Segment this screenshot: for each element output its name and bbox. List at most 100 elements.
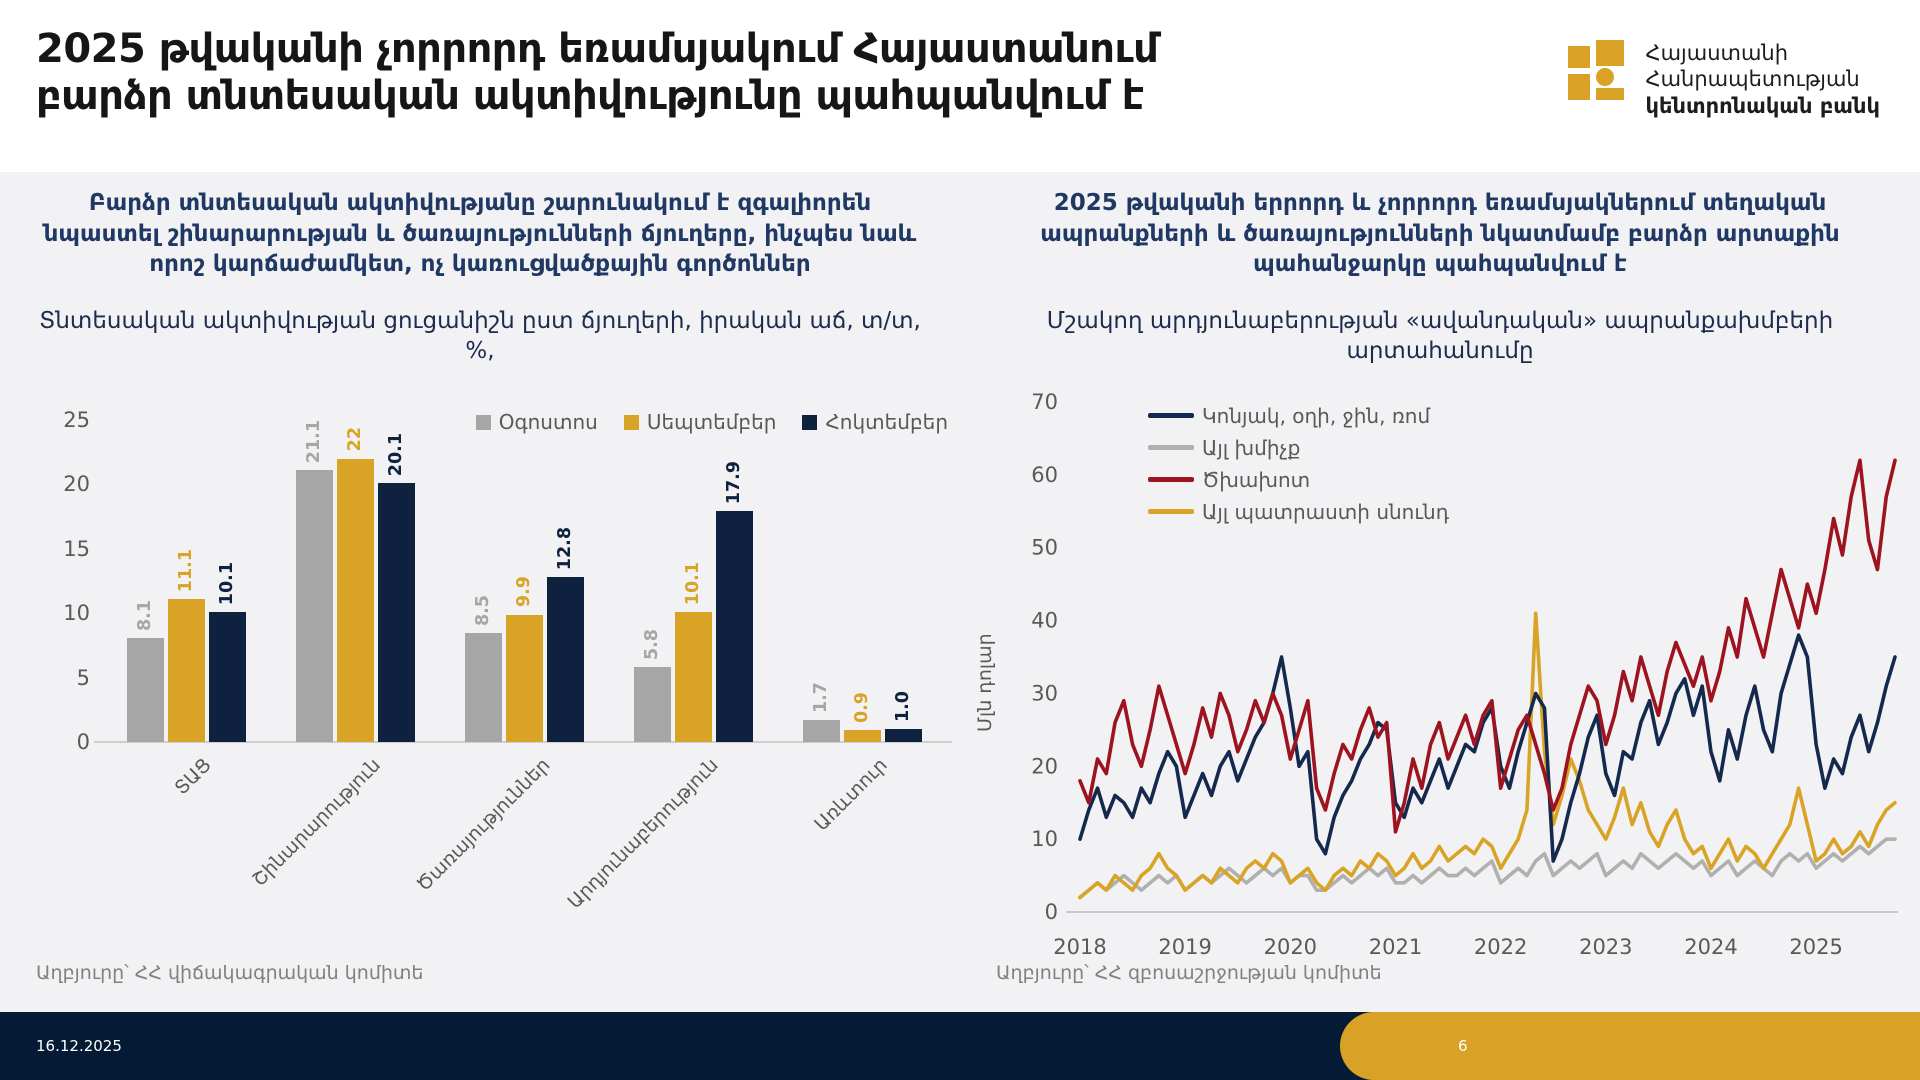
left-subtitle: Բարձր տնտեսական ակտիվությանը շարունակում…: [43, 190, 917, 278]
legend-item-prepared-food: Այլ պատրաստի սնունդ: [1148, 498, 1449, 525]
bar: [547, 577, 584, 742]
bar-chart-title: Տնտեսական ակտիվության ցուցանիշն ըստ ճյու…: [39, 308, 921, 364]
line-x-tick: 2018: [1053, 935, 1106, 959]
bar-value-label: 10.1: [217, 561, 237, 605]
left-panel: Բարձր տնտեսական ակտիվությանը շարունակում…: [0, 172, 960, 1012]
line-series-2: [1078, 458, 1897, 834]
bar-category-label: Շինարարություն: [248, 754, 386, 891]
bar: [296, 470, 333, 742]
page-title: 2025 թվականի չորրորդ եռամսյակում Հայաստա…: [36, 26, 1159, 120]
bar: [337, 458, 374, 742]
legend-swatch-prepared-food: [1148, 509, 1194, 514]
bar-value-label: 11.1: [176, 548, 196, 593]
bar-y-tick: 15: [63, 536, 90, 561]
footer: 16.12.2025 6: [0, 1012, 1920, 1080]
bar-category-label: ՏԱՑ: [170, 754, 217, 800]
line-chart: 0 10 20 30 40 50 60 70 2018 2019 2020 2021 2022 2023 2…: [1031, 390, 1898, 959]
bar: [127, 637, 164, 742]
legend-label-prepared-food: Այլ պատրաստի սնունդ: [1202, 499, 1449, 524]
bar: [716, 511, 753, 742]
legend-label-september: Սեպտեմբեր: [646, 410, 777, 434]
line-y-tick: 40: [1031, 609, 1058, 633]
footer-date: 16.12.2025: [36, 1037, 122, 1055]
legend-item-september: Սեպտեմբեր: [623, 410, 777, 434]
legend-swatch-cognac: [1148, 413, 1194, 418]
bar: [634, 667, 671, 742]
bar: [378, 483, 415, 742]
bar-y-tick: 0: [76, 730, 90, 754]
bar-value-label: 22: [345, 427, 365, 452]
logo-line2: Հանրապետության: [1645, 67, 1860, 92]
legend-label-august: Օգոստոս: [498, 410, 598, 434]
page-title-line1: 2025 թվականի չորրորդ եռամսյակում Հայաստա…: [36, 26, 1159, 72]
legend-swatch-october: [802, 414, 818, 430]
legend-swatch-tobacco: [1148, 477, 1194, 482]
bar-value-label: 8.1: [135, 599, 155, 631]
legend-label-october: Հոկտեմբեր: [825, 410, 948, 434]
line-y-tick: 70: [1031, 390, 1058, 414]
bar-value-label: 1.0: [893, 691, 913, 723]
cba-logo-icon: [1567, 40, 1624, 100]
bar-value-label: 1.7: [811, 682, 831, 714]
left-source: Աղբյուրը՝ ՀՀ վիճակագրական կոմիտե: [36, 962, 424, 984]
line-chart-title: Մշակող արդյունաբերության «ավանդական» ապր…: [1046, 308, 1834, 364]
bar-value-label: 21.1: [304, 420, 324, 464]
legend-label-tobacco: Ծխախոտ: [1202, 467, 1311, 492]
bar: [209, 611, 246, 742]
bar: [885, 729, 922, 742]
bar-value-label: 8.5: [473, 594, 493, 626]
right-subtitle: 2025 թվականի երրորդ և չորրորդ եռամսյակնե…: [1040, 190, 1840, 278]
line-x-tick: 2025: [1789, 935, 1842, 959]
bar-category-label: Առևտուր: [810, 754, 893, 836]
page-title-line2: բարձր տնտեսական ակտիվությունը պահպանվում…: [36, 72, 1144, 119]
bar-category-label: Արդյունաբերություն: [563, 754, 724, 914]
line-series-0: [1078, 633, 1897, 863]
line-chart-legend: Կոնյակ, օղի, ջին, ռոմ Այլ խմիչք Ծխախոտ Ա…: [1148, 402, 1449, 525]
bar-value-label: 9.9: [514, 576, 534, 608]
line-series-3: [1078, 611, 1897, 900]
bar-y-tick: 20: [63, 472, 90, 497]
bar-y-tick: 5: [76, 665, 90, 690]
line-x-tick: 2021: [1369, 935, 1422, 959]
line-y-tick: 30: [1031, 681, 1058, 705]
bar-chart-legend: Օգոստոս Սեպտեմբեր Հոկտեմբեր: [475, 410, 948, 434]
bar-y-tick: 10: [63, 601, 90, 626]
legend-swatch-august: [475, 414, 491, 430]
legend-item-cognac: Կոնյակ, օղի, ջին, ռոմ: [1148, 402, 1449, 429]
bar-value-label: 0.9: [852, 692, 872, 724]
bar: [168, 599, 205, 742]
bar-value-label: 5.8: [642, 629, 662, 661]
logo-line3: կենտրոնական բանկ: [1645, 93, 1880, 118]
header: 2025 թվականի չորրորդ եռամսյակում Հայաստա…: [0, 0, 1920, 172]
bar-category-label: Ծառայություններ: [412, 754, 555, 897]
cba-logo: Հայաստանի Հանրապետության կենտրոնական բան…: [1566, 38, 1880, 119]
page-number: 6: [1458, 1037, 1468, 1055]
content: Բարձր տնտեսական ակտիվությանը շարունակում…: [0, 172, 1920, 1012]
bar-y-tick: 25: [63, 408, 90, 432]
line-x-tick: 2019: [1158, 935, 1211, 959]
legend-swatch-september: [623, 414, 639, 430]
line-series-1: [1078, 837, 1897, 900]
bar-value-label: 12.8: [555, 526, 575, 571]
line-x-tick: 2022: [1474, 935, 1527, 959]
line-x-tick: 2023: [1579, 935, 1632, 959]
line-x-tick: 2020: [1264, 935, 1317, 959]
bar-value-label: 10.1: [683, 561, 703, 605]
cba-logo-text: Հայաստանի Հանրապետության կենտրոնական բան…: [1646, 38, 1880, 119]
line-x-tick: 2024: [1684, 935, 1737, 959]
line-y-tick: 50: [1031, 536, 1058, 560]
right-source: Աղբյուրը՝ ՀՀ զբոսաշրջության կոմիտե: [996, 962, 1382, 984]
bar-value-label: 17.9: [724, 461, 744, 505]
line-y-tick: 20: [1031, 754, 1058, 778]
legend-item-other-drinks: Այլ խմիչք: [1148, 434, 1449, 461]
line-y-tick: 0: [1045, 900, 1058, 924]
legend-item-october: Հոկտեմբեր: [802, 410, 948, 434]
legend-label-other-drinks: Այլ խմիչք: [1202, 435, 1301, 460]
bar-chart: 0 5 10 15 20 25 8.1 11.1 10.1 ՏԱՑ 21.1 22 20.1 Շինարա…: [63, 408, 952, 913]
bar: [465, 632, 502, 742]
bar-x-axis-line: [94, 741, 952, 743]
bar: [844, 730, 881, 742]
logo-line1: Հայաստանի: [1645, 41, 1789, 65]
legend-swatch-other-drinks: [1148, 445, 1194, 450]
